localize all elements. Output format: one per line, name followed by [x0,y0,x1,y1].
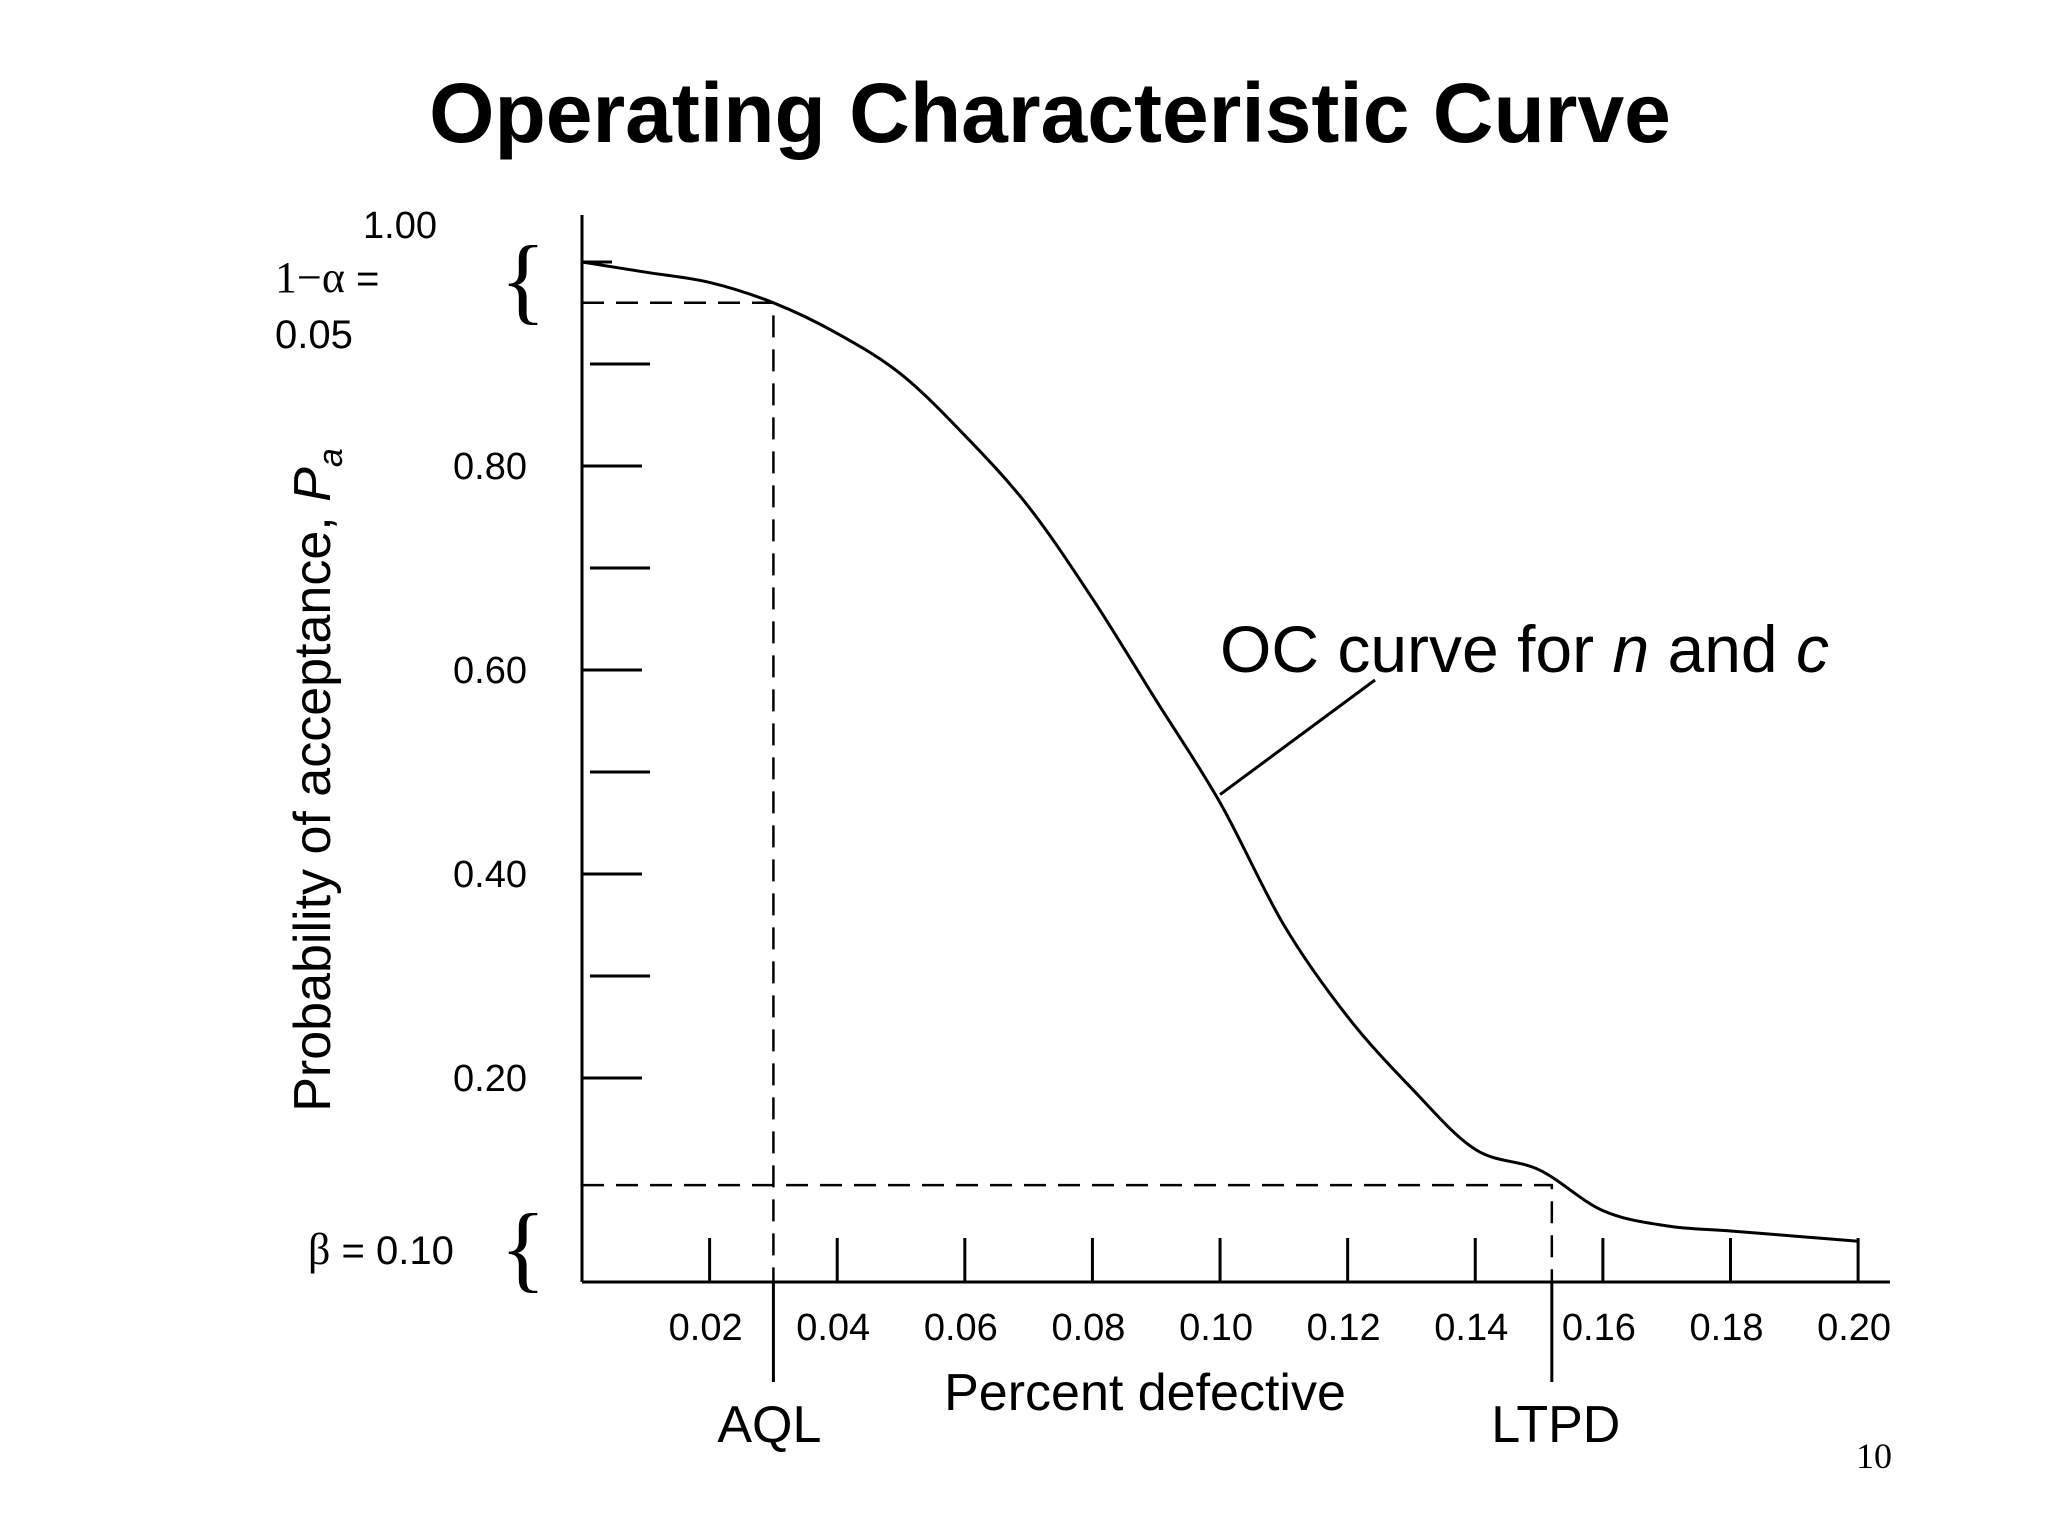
y-tick-label: 0.20 [453,1058,527,1100]
x-tick-label: 0.18 [1690,1307,1764,1349]
y-tick-label: 0.80 [453,446,527,488]
x-tick-label: 0.10 [1179,1307,1253,1349]
ltpd-dashed-lines [582,1183,1554,1282]
beta-label: β = 0.10 [308,1225,454,1274]
x-tick-label: 0.14 [1434,1307,1508,1349]
x-ticks: 0.02 0.04 0.06 0.08 0.10 0.12 0.14 0.16 0.18 0.20 [669,1238,1891,1349]
x-tick-label: 0.08 [1051,1307,1125,1349]
chart-title: Operating Characteristic Curve [429,66,1671,160]
y-tick-label: 0.40 [453,854,527,896]
x-tick-label: 0.20 [1817,1307,1891,1349]
aql-label: AQL [717,1396,821,1454]
ltpd-label: LTPD [1491,1396,1620,1454]
x-tick-label: 0.04 [796,1307,870,1349]
oc-curve-line [581,260,1859,1243]
x-tick-label: 0.12 [1307,1307,1381,1349]
x-tick-label: 0.02 [669,1307,743,1349]
page-number: 10 [1856,1436,1892,1476]
alpha-brace: { [500,226,546,333]
y-axis-label: Probability of acceptance, Pa [284,448,350,1112]
alpha-value: 0.05 [275,313,353,357]
oc-curve-annotation: OC curve for n and c [1220,612,1829,686]
y-ticks: 0.20 0.40 0.60 0.80 1.00 [363,205,650,1100]
aql-dashed-lines [582,301,775,1282]
annotation-leader-line [1219,678,1376,796]
x-tick-label: 0.06 [924,1307,998,1349]
x-axis-label: Percent defective [944,1364,1346,1422]
x-tick-label: 0.16 [1562,1307,1636,1349]
alpha-label: 1−α = [275,253,379,302]
y-tick-label: 1.00 [363,205,437,247]
y-tick-label: 0.60 [453,650,527,692]
beta-brace: { [500,1194,546,1301]
